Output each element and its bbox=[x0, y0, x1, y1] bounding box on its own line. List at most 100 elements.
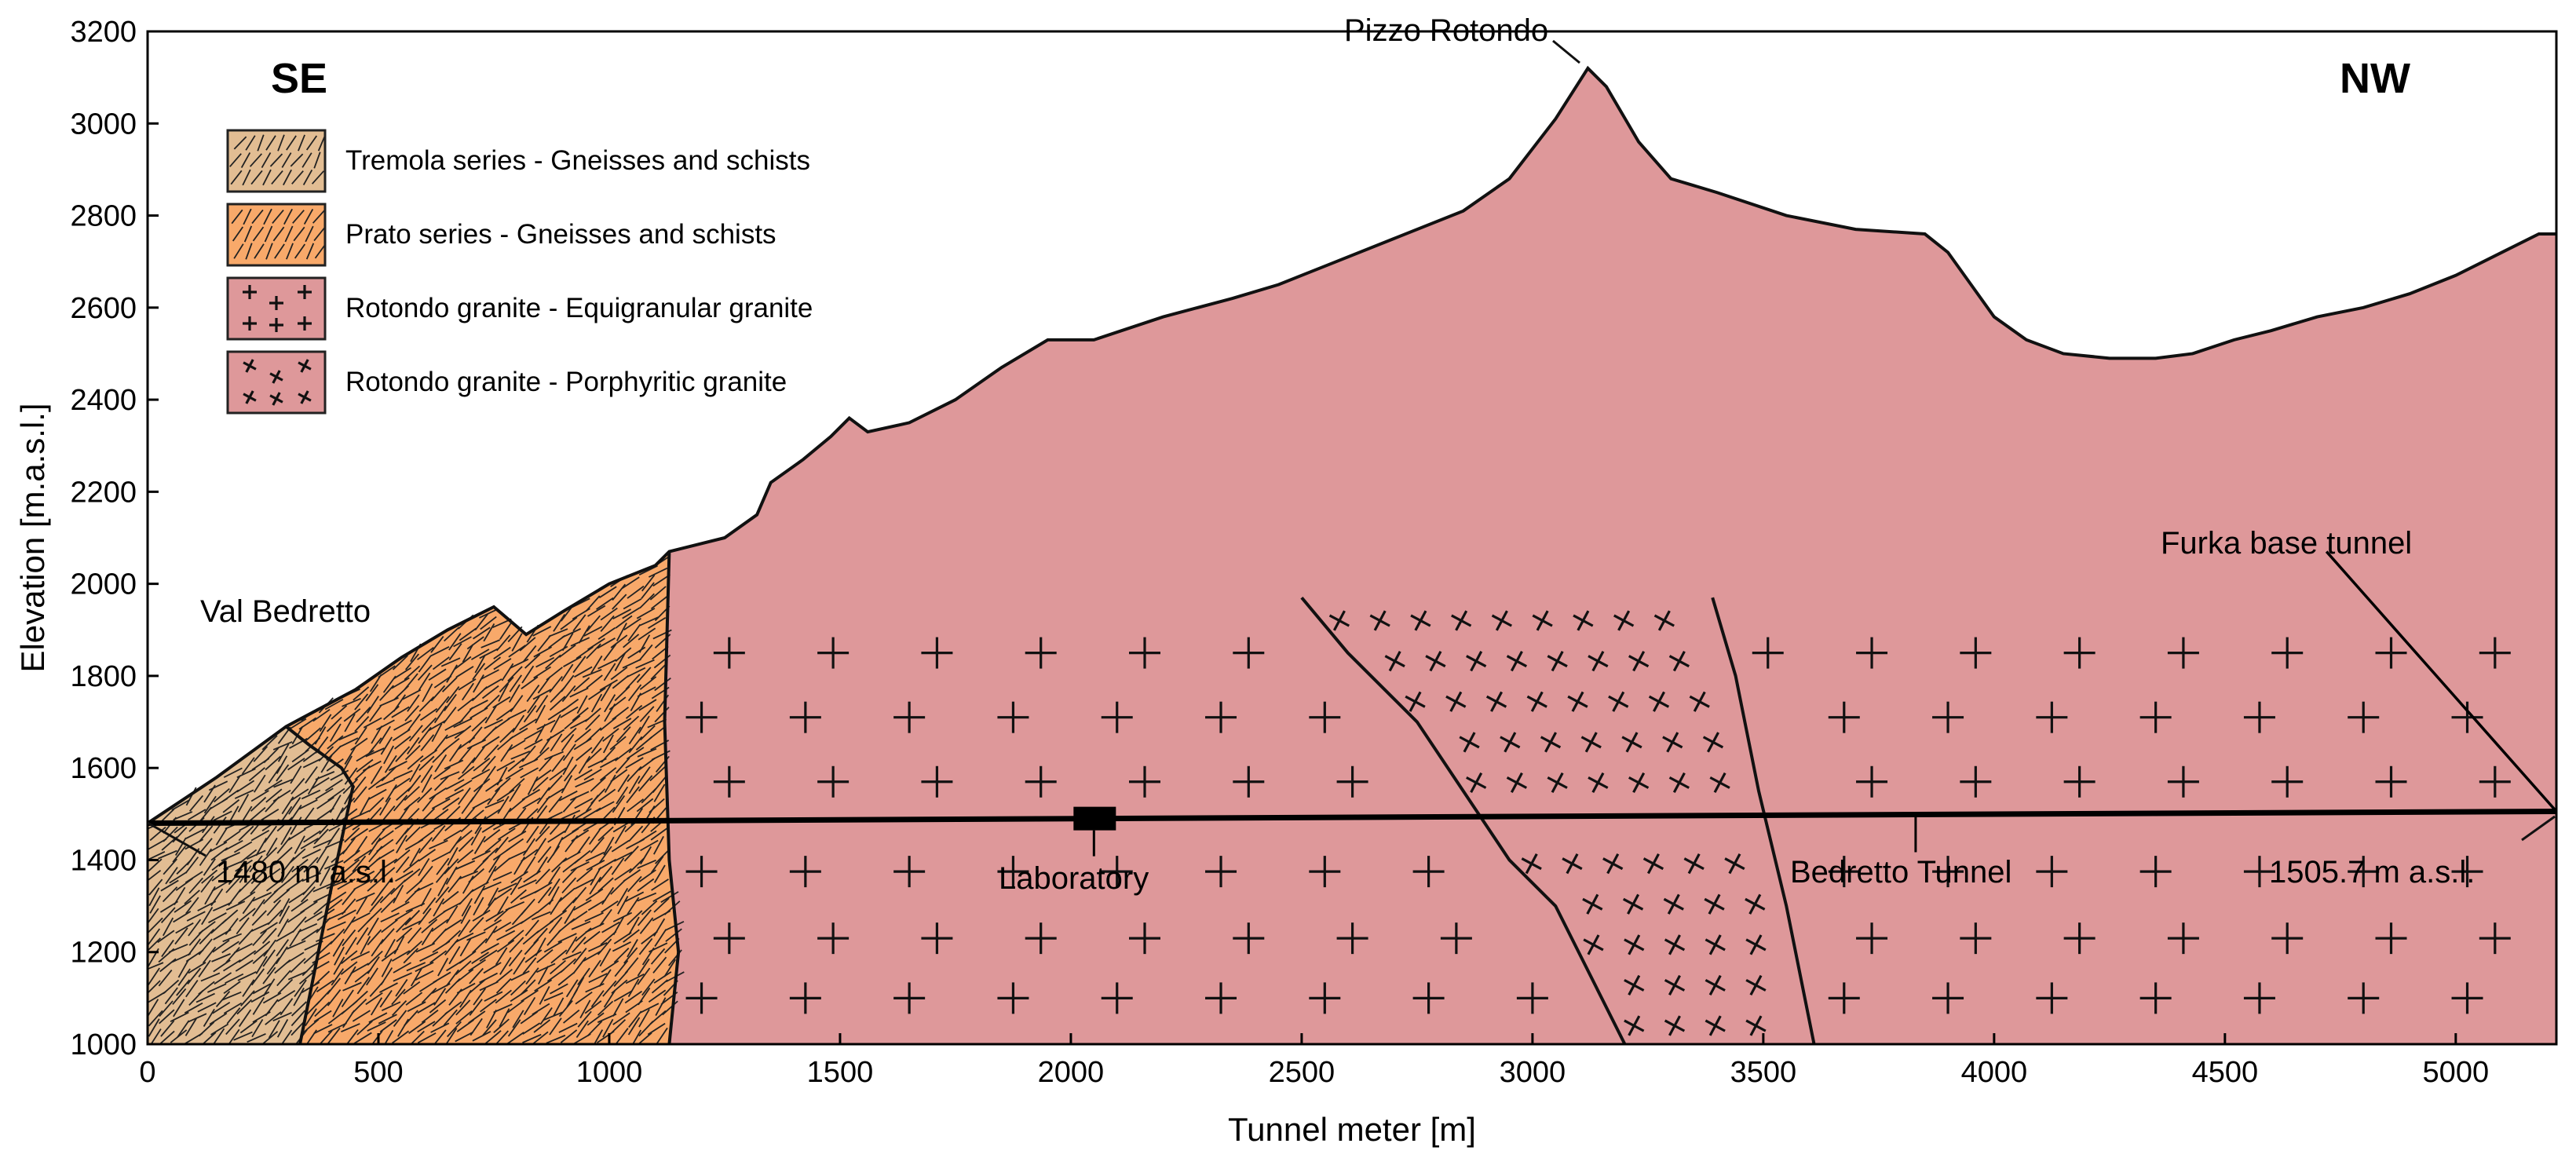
symbol-gneiss-stroke bbox=[276, 846, 293, 862]
symbol-gneiss-stroke bbox=[608, 696, 627, 711]
symbol-gneiss-stroke bbox=[537, 846, 552, 864]
symbol-gneiss-stroke bbox=[610, 1019, 627, 1035]
symbol-gneiss-stroke bbox=[378, 665, 396, 678]
symbol-gneiss-stroke bbox=[440, 771, 460, 780]
symbol-gneiss-stroke bbox=[276, 1019, 289, 1038]
symbol-gneiss-stroke bbox=[654, 848, 670, 864]
symbol-gneiss-stroke bbox=[473, 758, 491, 772]
symbol-gneiss-stroke bbox=[273, 889, 290, 904]
symbol-gneiss-stroke bbox=[406, 879, 422, 895]
symbol-gneiss-stroke bbox=[623, 715, 640, 731]
legend-gneiss-stroke bbox=[249, 153, 263, 167]
symbol-gneiss-stroke bbox=[460, 905, 472, 924]
legend-label-porphyritic: Rotondo granite - Porphyritic granite bbox=[345, 367, 787, 397]
symbol-gneiss-stroke bbox=[159, 1000, 174, 1017]
symbol-gneiss-stroke bbox=[148, 887, 160, 907]
symbol-gneiss-stroke bbox=[221, 909, 239, 924]
symbol-gneiss-stroke bbox=[612, 941, 631, 952]
symbol-gneiss-stroke bbox=[562, 851, 581, 863]
symbol-gneiss-stroke bbox=[584, 911, 604, 922]
symbol-gneiss-stroke bbox=[649, 766, 666, 782]
symbol-tilted-cross bbox=[1705, 1015, 1726, 1036]
symbol-gneiss-stroke bbox=[301, 960, 318, 977]
symbol-gneiss-stroke bbox=[470, 648, 490, 660]
symbol-gneiss-stroke bbox=[639, 676, 657, 690]
symbol-gneiss-stroke bbox=[332, 938, 345, 957]
symbol-gneiss-stroke bbox=[507, 709, 527, 720]
symbol-gneiss-stroke bbox=[598, 865, 613, 883]
symbol-gneiss-stroke bbox=[391, 950, 411, 962]
symbol-gneiss-stroke bbox=[586, 674, 603, 689]
symbol-gneiss-stroke bbox=[265, 999, 279, 1017]
legend-item-prato: Prato series - Gneisses and schists bbox=[226, 203, 776, 267]
symbol-gneiss-stroke bbox=[253, 746, 269, 762]
symbol-cross bbox=[2375, 922, 2407, 955]
symbol-gneiss-stroke bbox=[588, 941, 608, 952]
symbol-gneiss-stroke bbox=[371, 725, 383, 744]
symbol-gneiss-stroke bbox=[651, 879, 669, 891]
symbol-gneiss-stroke bbox=[612, 674, 630, 689]
symbol-gneiss-stroke bbox=[184, 1002, 203, 1014]
legend-gneiss-stroke bbox=[277, 134, 285, 152]
symbol-gneiss-stroke bbox=[407, 926, 422, 944]
symbol-gneiss-stroke bbox=[303, 830, 321, 843]
symbol-gneiss-stroke bbox=[499, 676, 514, 693]
symbol-gneiss-stroke bbox=[314, 1001, 331, 1017]
symbol-tilted-cross bbox=[1466, 651, 1487, 672]
symbol-gneiss-stroke bbox=[510, 980, 526, 996]
symbol-gneiss-stroke bbox=[602, 980, 617, 997]
symbol-gneiss-stroke bbox=[212, 901, 232, 911]
symbol-gneiss-stroke bbox=[433, 775, 450, 791]
legend-gneiss-stroke bbox=[264, 225, 273, 243]
symbol-gneiss-stroke bbox=[587, 605, 606, 617]
symbol-gneiss-stroke bbox=[637, 967, 651, 985]
symbol-gneiss-stroke bbox=[587, 899, 607, 911]
symbol-gneiss-stroke bbox=[301, 849, 321, 859]
symbol-tilted-cross bbox=[1648, 691, 1670, 712]
symbol-gneiss-stroke bbox=[466, 636, 484, 650]
symbol-gneiss-stroke bbox=[342, 778, 359, 795]
legend-tilted-cross bbox=[298, 359, 312, 373]
symbol-gneiss-stroke bbox=[627, 623, 641, 641]
symbol-gneiss-stroke bbox=[543, 992, 564, 1002]
symbol-gneiss-stroke bbox=[237, 794, 250, 813]
symbol-gneiss-stroke bbox=[539, 986, 550, 1005]
y-tick-label: 3000 bbox=[70, 108, 137, 141]
symbol-gneiss-stroke bbox=[458, 919, 471, 937]
legend-gneiss-stroke bbox=[305, 135, 318, 151]
symbol-gneiss-stroke bbox=[187, 1013, 207, 1023]
symbol-gneiss-stroke bbox=[638, 830, 657, 843]
legend-gneiss-stroke bbox=[311, 170, 325, 184]
symbol-gneiss-stroke bbox=[548, 886, 560, 905]
symbol-cross bbox=[1309, 701, 1341, 733]
symbol-gneiss-stroke bbox=[352, 1010, 371, 1022]
symbol-gneiss-stroke bbox=[342, 697, 361, 707]
symbol-gneiss-stroke bbox=[384, 938, 396, 958]
symbol-gneiss-stroke bbox=[590, 736, 605, 754]
symbol-gneiss-stroke bbox=[421, 927, 434, 946]
symbol-gneiss-stroke bbox=[238, 1009, 252, 1028]
symbol-gneiss-stroke bbox=[265, 878, 283, 892]
symbol-cross bbox=[817, 637, 850, 669]
symbol-gneiss-stroke bbox=[298, 798, 318, 810]
symbol-gneiss-stroke bbox=[300, 886, 316, 903]
symbol-gneiss-stroke bbox=[591, 1029, 604, 1044]
symbol-gneiss-stroke bbox=[654, 707, 670, 723]
symbol-gneiss-stroke bbox=[311, 776, 330, 790]
symbol-gneiss-stroke bbox=[468, 726, 483, 743]
symbol-gneiss-stroke bbox=[522, 797, 541, 809]
symbol-gneiss-stroke bbox=[273, 879, 290, 893]
symbol-gneiss-stroke bbox=[250, 991, 270, 1003]
symbol-cross bbox=[685, 982, 718, 1014]
symbol-cross bbox=[1129, 922, 1161, 955]
symbol-gneiss-stroke bbox=[366, 908, 382, 923]
symbol-gneiss-stroke bbox=[344, 746, 356, 765]
symbol-gneiss-stroke bbox=[393, 972, 412, 982]
symbol-gneiss-stroke bbox=[597, 858, 617, 871]
symbol-gneiss-stroke bbox=[221, 851, 240, 862]
legend-gneiss-stroke bbox=[265, 135, 276, 151]
symbol-gneiss-stroke bbox=[472, 909, 491, 922]
symbol-gneiss-stroke bbox=[532, 626, 552, 637]
symbol-cross bbox=[921, 922, 953, 955]
symbol-gneiss-stroke bbox=[468, 1010, 486, 1024]
